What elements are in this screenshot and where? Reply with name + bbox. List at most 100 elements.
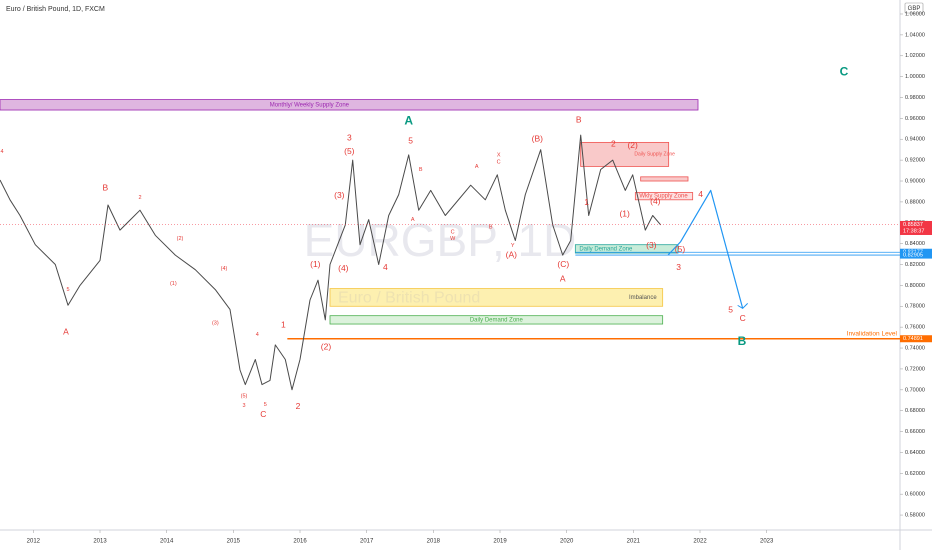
y-tick-label: 0.72000 [905,366,925,372]
y-tick-label: 0.96000 [905,116,925,122]
y-tick-label: 0.66000 [905,429,925,435]
zone [574,244,679,254]
wave-label: B [576,115,582,125]
y-tick-label: 0.82000 [905,262,925,268]
wave-label: 4 [383,262,388,272]
wave-label: 2 [296,401,301,411]
y-tick-label: 0.78000 [905,304,925,310]
wave-label: (B) [532,134,544,144]
wave-label: A [63,327,69,337]
x-tick-label: 2017 [360,539,374,545]
countdown: 17:38:37 [903,228,924,234]
x-tick-label: 2020 [560,539,574,545]
y-tick-label: 0.64000 [905,450,925,456]
y-tick-label: 0.88000 [905,199,925,205]
wave-label: (A) [506,249,518,259]
y-tick-label: 0.62000 [905,471,925,477]
zone-label: Daily Demand Zone [470,317,524,323]
wave-label: (2) [321,341,332,351]
wave-label: C [840,65,849,79]
x-tick-label: 2021 [627,539,641,545]
zone [634,192,694,201]
wave-label: Y [511,243,515,249]
x-tick-label: 2014 [160,539,174,545]
price-tag [900,220,932,235]
x-tick-label: 2016 [293,539,307,545]
y-tick-label: 1.00000 [905,74,925,80]
wave-label: (3) [334,190,345,200]
projection-line [667,189,744,309]
arrow-head [737,303,749,310]
price-tag-label: 0.74891 [903,336,923,342]
price-tag-label: 0.85837 [903,222,923,228]
wave-label: (4) [221,266,228,272]
zone [329,288,664,307]
zone-label: Daily Demand Zone [579,246,633,252]
watermark: EURGBP, 1D [304,214,577,266]
price-tag [900,251,932,259]
y-tick-label: 0.90000 [905,178,925,184]
zone [580,141,670,167]
wave-label: (1) [170,281,177,287]
zone-label: Imbalance [629,295,657,301]
wave-label: B [102,183,108,193]
wave-label: A [475,164,479,170]
wave-label: (3) [212,320,219,326]
x-tick-label: 2019 [493,539,507,545]
x-tick-label: 2015 [227,539,241,545]
y-tick-label: 0.94000 [905,137,925,143]
y-tick-label: 0.60000 [905,492,925,498]
wave-label: (C) [557,259,569,269]
x-tick-label: 2022 [693,539,707,545]
price-line [0,134,662,391]
wave-label: 1 [584,197,589,207]
zone [0,99,699,111]
y-tick-label: 0.70000 [905,387,925,393]
y-tick-label: 0.98000 [905,95,925,101]
zone-label: Daily Supply Zone [634,152,675,158]
wave-label: 3 [242,403,245,409]
x-tick-label: 2013 [93,539,107,545]
wave-label: 3 [347,132,352,142]
wave-label: B [419,167,423,173]
wave-label: A [560,273,566,283]
wave-label: 5 [66,287,69,293]
wave-label: (5) [675,244,686,254]
wave-label: 4 [698,189,703,199]
zone-label: Wkly Supply Zone [639,194,688,200]
wave-label: 5 [728,305,733,315]
wave-label: (2) [627,140,638,150]
price-tag [900,335,932,343]
wave-label: 3 [676,262,681,272]
y-tick-label: 0.84000 [905,241,925,247]
wave-label: 5 [408,136,413,146]
currency-box [904,2,924,14]
y-tick-label: 0.80000 [905,283,925,289]
wave-label: (5) [344,146,355,156]
wave-label: X [497,152,501,158]
wave-label: (2) [177,236,184,242]
x-tick-label: 2018 [427,539,441,545]
wave-label: B [489,224,493,230]
currency: GBP [908,6,921,12]
x-tick-label: 2023 [760,539,774,545]
x-tick-label: 2012 [27,539,41,545]
y-tick-label: 0.92000 [905,158,925,164]
level-label: Invalidation Level [847,330,898,337]
wave-label: 1 [281,319,286,329]
wave-label: (1) [619,209,630,219]
zone-label: Monthly/ Weekly Supply Zone [270,102,350,108]
zone [329,315,664,325]
wave-label: 2 [138,195,141,201]
chart-title: Euro / British Pound, 1D, FXCM [6,6,105,13]
zone [640,176,689,182]
price-tag-label: 0.82905 [903,253,923,259]
y-tick-label: 1.02000 [905,53,925,59]
watermark-subtitle: Euro / British Pound [338,290,480,307]
y-tick-label: 1.06000 [905,11,925,17]
wave-label: (5) [241,394,248,400]
wave-label: 4 [256,332,259,338]
y-tick-label: 0.68000 [905,408,925,414]
wave-label: C [260,409,266,419]
